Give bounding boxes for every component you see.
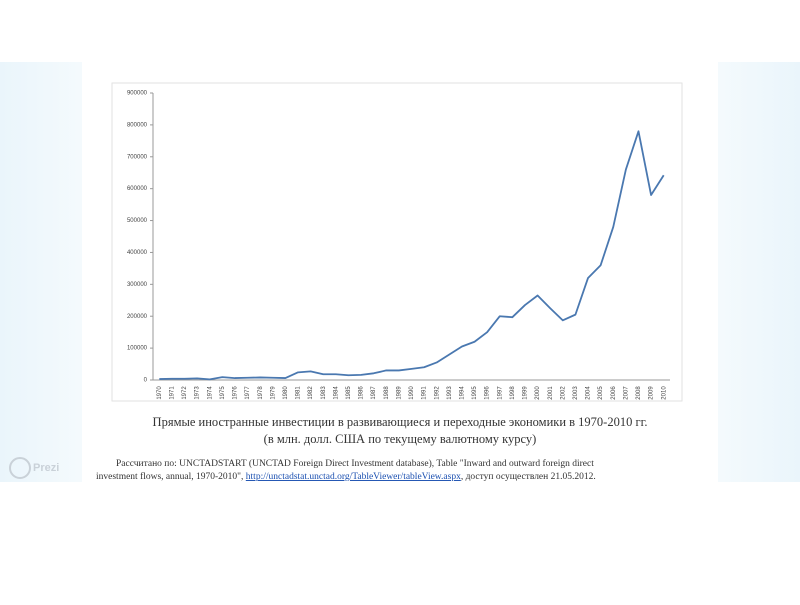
x-tick-label: 1995 bbox=[472, 386, 478, 400]
x-tick-label: 1991 bbox=[422, 386, 428, 400]
logo-text[interactable]: Prezi bbox=[33, 462, 59, 474]
x-tick-label: 2010 bbox=[661, 386, 667, 400]
y-tick-label: 0 bbox=[144, 378, 148, 384]
x-tick-label: 1981 bbox=[296, 386, 302, 400]
x-tick-label: 1974 bbox=[207, 386, 213, 400]
x-tick-label: 1998 bbox=[510, 386, 516, 400]
source: Рассчитано по: UNCTADSTART (UNCTAD Forei… bbox=[116, 458, 594, 469]
y-tick-label: 300000 bbox=[127, 282, 148, 288]
x-tick-label: 1971 bbox=[169, 386, 175, 400]
x-tick-label: 1973 bbox=[195, 386, 201, 400]
slide bbox=[82, 62, 718, 482]
x-tick-label: 2004 bbox=[586, 386, 592, 400]
source: investment flows, annual, 1970-2010", bbox=[96, 471, 243, 482]
caption: Прямые иностранные инвестиции в развиваю… bbox=[153, 415, 648, 429]
x-tick-label: 2003 bbox=[573, 386, 579, 400]
logo-icon[interactable] bbox=[9, 457, 31, 479]
x-tick-label: 1993 bbox=[447, 386, 453, 400]
x-tick-label: 1997 bbox=[497, 386, 503, 400]
source: , доступ осуществлен 21.05.2012. bbox=[461, 472, 596, 482]
source-link[interactable]: http://unctadstat.unctad.org/TableViewer… bbox=[246, 472, 461, 482]
x-tick-label: 1983 bbox=[321, 386, 327, 400]
y-tick-label: 400000 bbox=[127, 250, 148, 256]
x-tick-label: 2002 bbox=[560, 386, 566, 400]
y-tick-label: 100000 bbox=[127, 346, 148, 352]
y-tick-label: 900000 bbox=[127, 91, 148, 97]
x-tick-label: 1982 bbox=[308, 386, 314, 400]
data-line bbox=[159, 130, 665, 381]
x-tick-label: 1996 bbox=[485, 386, 491, 400]
x-tick-label: 1989 bbox=[396, 386, 402, 400]
y-tick-label: 600000 bbox=[127, 186, 148, 192]
x-tick-label: 1977 bbox=[245, 386, 251, 400]
x-tick-label: 2000 bbox=[535, 386, 541, 400]
x-tick-label: 1987 bbox=[371, 386, 377, 400]
x-tick-label: 1988 bbox=[384, 386, 390, 400]
x-tick-label: 1970 bbox=[157, 386, 163, 400]
x-tick-label: 1999 bbox=[523, 386, 529, 400]
x-tick-label: 1972 bbox=[182, 386, 188, 400]
x-tick-label: 1985 bbox=[346, 386, 352, 400]
x-tick-label: 2005 bbox=[598, 386, 604, 400]
x-tick-label: 1984 bbox=[333, 386, 339, 400]
x-tick-label: 1975 bbox=[220, 386, 226, 400]
x-tick-label: 2001 bbox=[548, 386, 554, 400]
y-tick-label: 200000 bbox=[127, 314, 148, 320]
x-tick-label: 2006 bbox=[611, 386, 617, 400]
x-tick-label: 2007 bbox=[623, 386, 629, 400]
x-tick-label: 1979 bbox=[270, 386, 276, 400]
x-tick-label: 2008 bbox=[636, 386, 642, 400]
x-tick-label: 1990 bbox=[409, 386, 415, 400]
y-tick-label: 500000 bbox=[127, 218, 148, 224]
source: investment flows, annual, 1970-2010", ht… bbox=[96, 471, 596, 482]
x-tick-label: 1976 bbox=[233, 386, 239, 400]
x-tick-label: 1992 bbox=[434, 386, 440, 400]
x-tick-label: 1980 bbox=[283, 386, 289, 400]
x-tick-label: 2009 bbox=[649, 386, 655, 400]
caption: (в млн. долл. США по текущему валютному … bbox=[264, 432, 537, 446]
y-tick-label: 800000 bbox=[127, 122, 148, 128]
x-tick-label: 1978 bbox=[258, 386, 264, 400]
x-tick-label: 1986 bbox=[359, 386, 365, 400]
chart-frame bbox=[111, 82, 683, 402]
y-tick-label: 700000 bbox=[127, 154, 148, 160]
x-tick-label: 1994 bbox=[460, 386, 466, 400]
